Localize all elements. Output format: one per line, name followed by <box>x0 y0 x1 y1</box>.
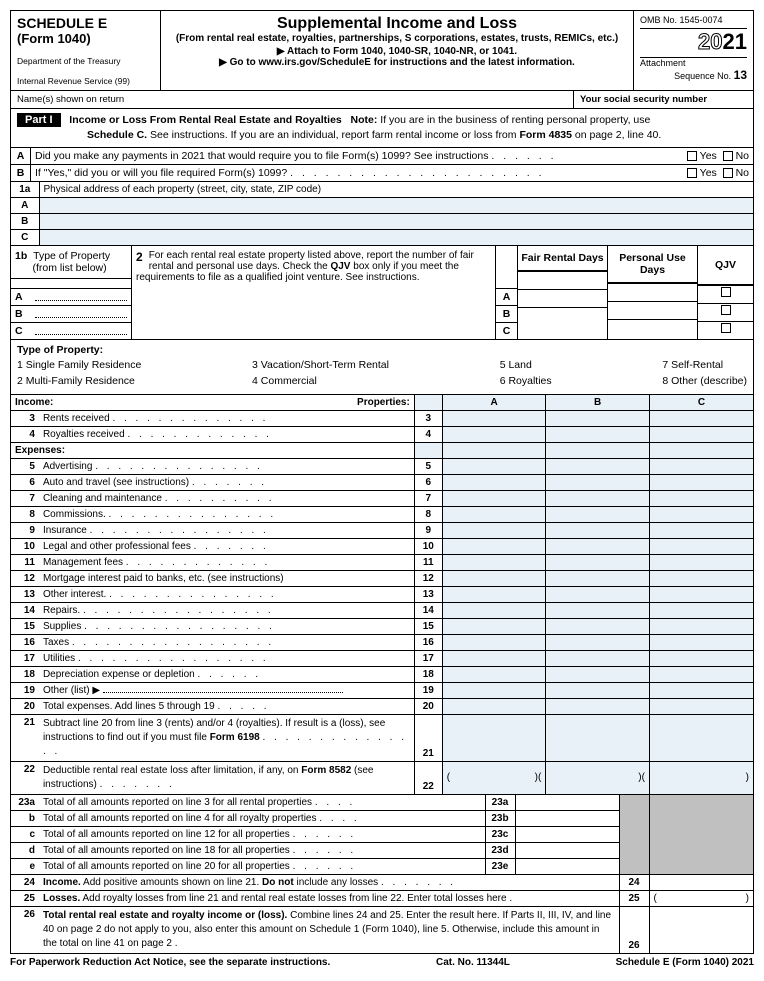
qa-no-checkbox[interactable] <box>723 151 733 161</box>
dept-irs: Internal Revenue Service (99) <box>17 76 154 86</box>
l3-a[interactable] <box>442 410 546 426</box>
qb-no-checkbox[interactable] <box>723 168 733 178</box>
omb-number: OMB No. 1545-0074 <box>640 15 747 29</box>
income-expenses-table: Income:Properties: A B C 3Rents received… <box>11 395 753 795</box>
qb-yes-checkbox[interactable] <box>687 168 697 178</box>
part-1-header: Part I Income or Loss From Rental Real E… <box>11 109 753 148</box>
paperwork-notice: For Paperwork Reduction Act Notice, see … <box>10 957 330 968</box>
schedule-label: SCHEDULE E <box>17 15 154 31</box>
l4-a[interactable] <box>442 426 546 442</box>
part-1-title: Income or Loss From Rental Real Estate a… <box>69 114 342 126</box>
section-1b: 1b Type of Property (from list below) A … <box>11 246 753 340</box>
form-title: Supplemental Income and Loss <box>167 15 627 33</box>
form-id-footer: Schedule E (Form 1040) 2021 <box>616 957 754 968</box>
catalog-number: Cat. No. 11344L <box>436 957 510 968</box>
pud-b[interactable] <box>608 301 697 319</box>
dept-treasury: Department of the Treasury <box>17 56 154 66</box>
form-number: (Form 1040) <box>17 31 154 46</box>
qa-yes-checkbox[interactable] <box>687 151 697 161</box>
pud-a[interactable] <box>608 283 697 301</box>
tax-year: 2021 <box>640 29 747 58</box>
ssn-field-label[interactable]: Your social security number <box>573 91 753 108</box>
form-header: SCHEDULE E (Form 1040) Department of the… <box>11 11 753 91</box>
l3-b[interactable] <box>546 410 650 426</box>
qjv-b-checkbox[interactable] <box>721 305 731 315</box>
attachment-label: Attachment <box>640 58 747 68</box>
type-b[interactable] <box>35 308 127 318</box>
name-field-label[interactable]: Name(s) shown on return <box>11 91 573 108</box>
frd-c[interactable] <box>518 307 607 325</box>
qjv-c-checkbox[interactable] <box>721 323 731 333</box>
address-a[interactable] <box>39 198 753 214</box>
schedule-e-form: SCHEDULE E (Form 1040) Department of the… <box>10 10 754 954</box>
type-c[interactable] <box>35 325 127 335</box>
address-b[interactable] <box>39 214 753 230</box>
property-address-table: 1aPhysical address of each property (str… <box>11 182 753 246</box>
type-of-property-legend: Type of Property: 1 Single Family Reside… <box>11 340 753 395</box>
l4-b[interactable] <box>546 426 650 442</box>
pud-c[interactable] <box>608 319 697 337</box>
attach-instruction: ▶ Attach to Form 1040, 1040-SR, 1040-NR,… <box>167 46 627 57</box>
name-ssn-row: Name(s) shown on return Your social secu… <box>11 91 753 109</box>
summary-table: 23aTotal of all amounts reported on line… <box>11 795 753 953</box>
question-a-row: A Did you make any payments in 2021 that… <box>11 148 753 165</box>
type-a[interactable] <box>35 291 127 301</box>
part-1-badge: Part I <box>17 113 61 127</box>
l3-c[interactable] <box>649 410 753 426</box>
address-header: Physical address of each property (stree… <box>39 182 753 198</box>
form-subtitle: (From rental real estate, royalties, par… <box>167 33 627 44</box>
form-footer: For Paperwork Reduction Act Notice, see … <box>10 954 754 971</box>
sequence-number: Sequence No. 13 <box>640 68 747 82</box>
question-b-row: B If "Yes," did you or will you file req… <box>11 165 753 182</box>
frd-a[interactable] <box>518 271 607 289</box>
address-c[interactable] <box>39 230 753 246</box>
qjv-a-checkbox[interactable] <box>721 287 731 297</box>
l4-c[interactable] <box>649 426 753 442</box>
frd-b[interactable] <box>518 289 607 307</box>
goto-url: ▶ Go to www.irs.gov/ScheduleE for instru… <box>167 57 627 68</box>
